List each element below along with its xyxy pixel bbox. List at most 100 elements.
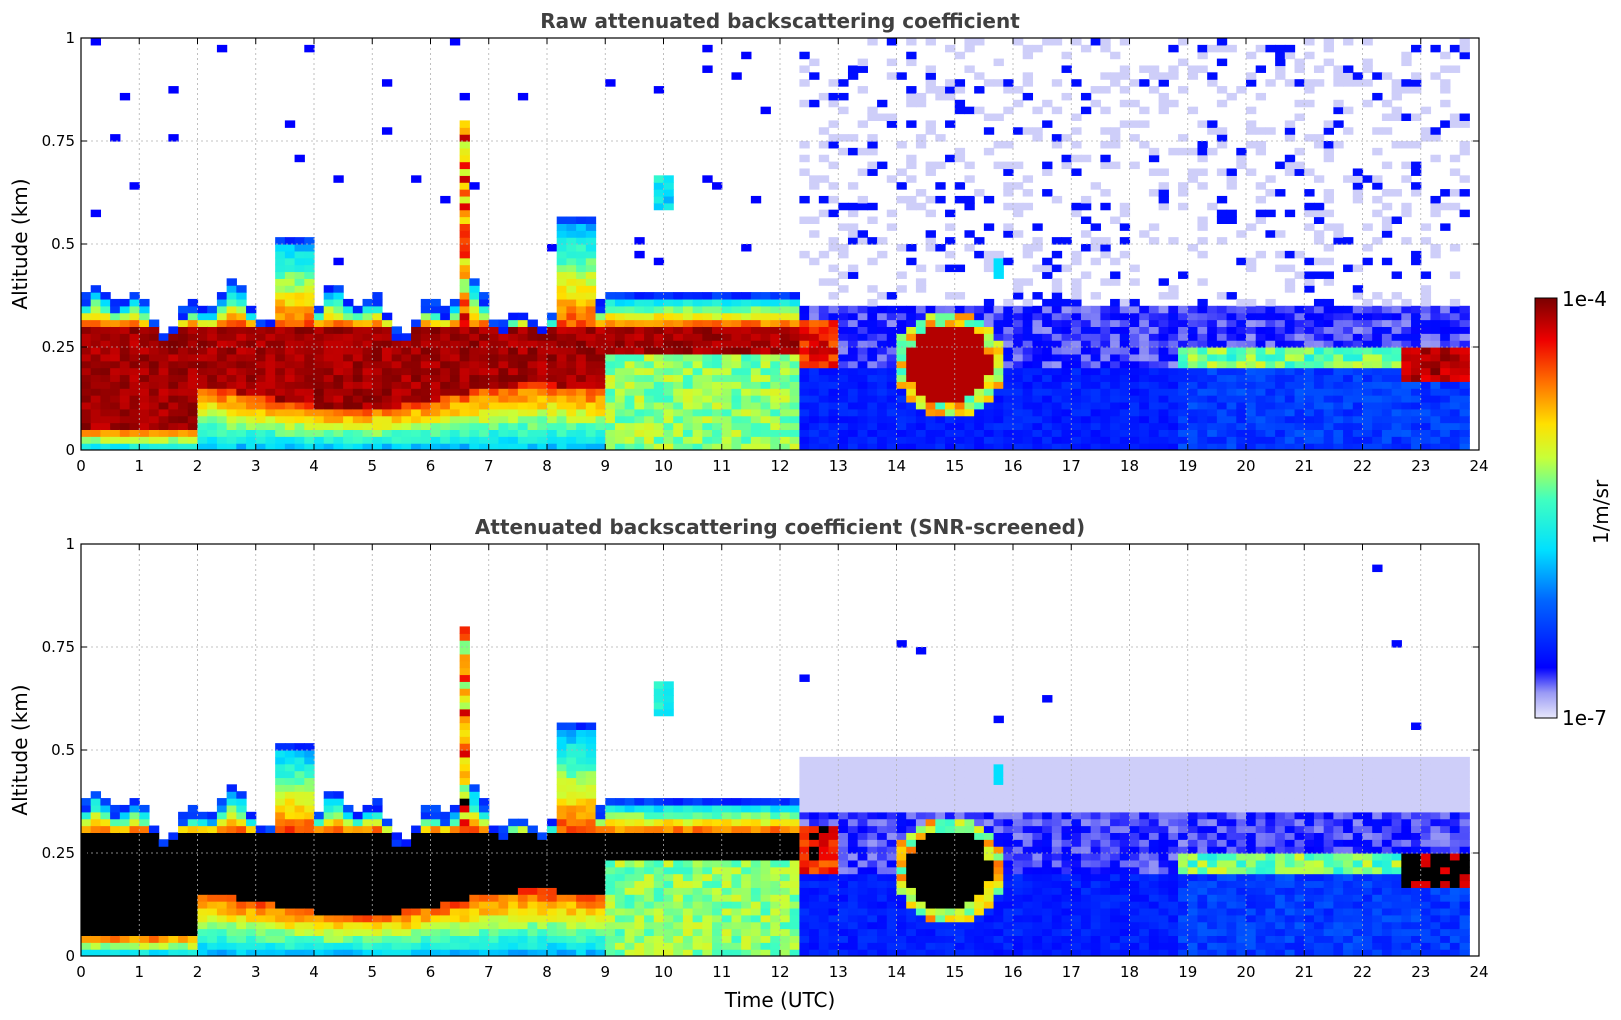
- heatmap-cell: [847, 147, 859, 156]
- heatmap-cell: [847, 326, 859, 334]
- heatmap-cell: [391, 429, 402, 437]
- heatmap-cell: [207, 942, 218, 950]
- heatmap-cell: [867, 374, 878, 382]
- heatmap-cell: [1284, 360, 1296, 369]
- heatmap-cell: [838, 134, 849, 142]
- heatmap-cell: [1411, 333, 1422, 341]
- heatmap-cell: [246, 914, 257, 923]
- heatmap-cell: [1158, 436, 1169, 444]
- heatmap-cell: [178, 388, 189, 396]
- heatmap-cell: [1449, 353, 1461, 362]
- heatmap-cell: [1411, 168, 1422, 176]
- heatmap-cell: [207, 340, 218, 348]
- heatmap-cell: [576, 326, 587, 334]
- heatmap-cell: [139, 846, 150, 854]
- heatmap-cell: [459, 770, 470, 779]
- heatmap-cell: [847, 230, 859, 238]
- heatmap-cell: [935, 422, 946, 430]
- heatmap-cell: [197, 305, 208, 314]
- heatmap-cell: [896, 271, 907, 279]
- heatmap-cell: [129, 859, 140, 868]
- heatmap-cell: [430, 422, 441, 430]
- heatmap-cell: [1275, 264, 1286, 273]
- heatmap-cell: [411, 921, 422, 930]
- heatmap-cell: [702, 175, 713, 183]
- heatmap-cell: [682, 374, 694, 382]
- heatmap-cell: [207, 395, 218, 403]
- heatmap-cell: [605, 367, 616, 376]
- heatmap-cell: [1022, 250, 1034, 259]
- heatmap-cell: [1401, 374, 1412, 382]
- heatmap-cell: [1420, 408, 1432, 417]
- heatmap-cell: [886, 374, 898, 382]
- heatmap-cell: [1294, 168, 1305, 176]
- heatmap-cell: [372, 928, 383, 936]
- heatmap-cell: [1420, 415, 1432, 424]
- heatmap-cell: [585, 374, 597, 382]
- heatmap-cell: [634, 312, 645, 321]
- heatmap-cell: [818, 395, 830, 403]
- heatmap-cell: [440, 388, 451, 396]
- heatmap-cell: [1032, 381, 1043, 389]
- heatmap-cell: [187, 880, 199, 888]
- heatmap-cell: [750, 408, 762, 417]
- heatmap-cell: [1343, 72, 1354, 80]
- heatmap-cell: [381, 381, 393, 389]
- heatmap-cell: [1061, 154, 1072, 163]
- heatmap-cell: [828, 134, 839, 142]
- heatmap-cell: [284, 907, 296, 916]
- heatmap-cell: [1381, 374, 1393, 382]
- heatmap-cell: [119, 401, 131, 410]
- heatmap-cell: [168, 340, 179, 348]
- heatmap-cell: [1323, 38, 1334, 46]
- heatmap-cell: [284, 887, 296, 895]
- heatmap-cell: [1051, 250, 1063, 259]
- heatmap-cell: [1061, 305, 1072, 314]
- heatmap-cell: [712, 333, 723, 341]
- heatmap-cell: [1226, 292, 1237, 300]
- heatmap-cell: [275, 880, 286, 888]
- heatmap-cell: [401, 921, 412, 930]
- heatmap-cell: [178, 832, 189, 840]
- heatmap-cell: [1323, 298, 1334, 307]
- heatmap-cell: [605, 353, 616, 362]
- heatmap-cell: [915, 99, 927, 108]
- heatmap-cell: [207, 928, 218, 936]
- heatmap-cell: [275, 237, 286, 245]
- heatmap-cell: [585, 285, 597, 293]
- heatmap-cell: [90, 209, 102, 218]
- heatmap-cell: [1246, 72, 1257, 80]
- heatmap-cell: [352, 333, 364, 341]
- heatmap-cell: [81, 298, 92, 307]
- heatmap-cell: [1022, 395, 1034, 403]
- heatmap-cell: [595, 333, 606, 341]
- heatmap-cell: [119, 429, 131, 437]
- heatmap-cell: [284, 415, 296, 424]
- heatmap-cell: [1304, 168, 1315, 176]
- heatmap-cell: [547, 422, 558, 430]
- heatmap-cell: [294, 928, 305, 936]
- heatmap-cell: [178, 436, 189, 444]
- heatmap-cell: [595, 422, 606, 430]
- heatmap-cell: [663, 298, 674, 307]
- heatmap-cell: [236, 880, 247, 888]
- heatmap-cell: [974, 189, 985, 197]
- heatmap-cell: [129, 804, 140, 813]
- heatmap-cell: [1187, 305, 1199, 314]
- heatmap-cell: [915, 401, 927, 410]
- heatmap-cell: [857, 120, 868, 128]
- heatmap-cell: [129, 832, 140, 840]
- heatmap-layer: [81, 564, 1470, 956]
- heatmap-cell: [712, 429, 723, 437]
- heatmap-cell: [945, 326, 956, 334]
- heatmap-cell: [381, 907, 393, 916]
- heatmap-cell: [1051, 360, 1063, 369]
- heatmap-cell: [391, 408, 402, 417]
- heatmap-cell: [1449, 415, 1461, 424]
- heatmap-cell: [168, 846, 179, 854]
- x-tick-label: 15: [945, 457, 964, 475]
- heatmap-cell: [1255, 353, 1267, 362]
- heatmap-cell: [469, 278, 480, 286]
- heatmap-cell: [110, 408, 121, 417]
- heatmap-cell: [333, 257, 344, 266]
